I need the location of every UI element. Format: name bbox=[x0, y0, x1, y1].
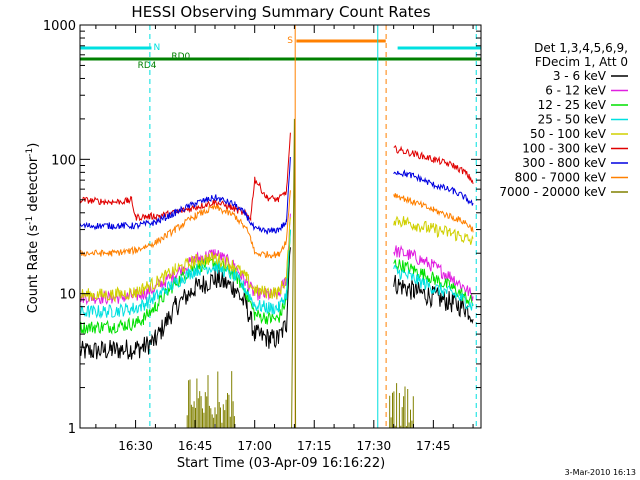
series-line-7000-20000-kev bbox=[186, 118, 414, 429]
x-tick-label: 17:00 bbox=[237, 439, 272, 453]
chart-title: HESSI Observing Summary Count Rates bbox=[131, 3, 430, 21]
legend-header-1: Det 1,3,4,5,6,9, bbox=[534, 41, 628, 55]
y-tick-label: 1 bbox=[68, 422, 76, 437]
y-axis-label: Count Rate (s-1 detector-1) bbox=[25, 143, 41, 314]
legend-label-100-300-kev: 100 - 300 keV bbox=[522, 142, 606, 156]
y-axis-ticks: 1 10 100 1000 bbox=[43, 19, 481, 437]
series-line-50-100-kev bbox=[79, 215, 474, 303]
y-tick-label: 10 bbox=[59, 288, 76, 303]
y-label-mid: detector bbox=[26, 156, 41, 216]
legend-label-50-100-kev: 50 - 100 keV bbox=[530, 127, 607, 141]
legend-label-800-7000-kev: 800 - 7000 keV bbox=[515, 171, 607, 185]
y-label-sup1: -1 bbox=[25, 216, 35, 225]
series-line-12-25-kev bbox=[79, 229, 474, 335]
series-line-800-7000-kev bbox=[79, 190, 474, 259]
x-tick-label: 17:30 bbox=[357, 439, 392, 453]
series-lines bbox=[79, 118, 474, 429]
legend-label-7000-20000-kev: 7000 - 20000 keV bbox=[499, 185, 606, 199]
legend-label-12-25-kev: 12 - 25 keV bbox=[538, 98, 607, 112]
legend-label-25-50-kev: 25 - 50 keV bbox=[538, 113, 607, 127]
x-tick-label: 16:30 bbox=[118, 439, 153, 453]
y-tick-label: 1000 bbox=[43, 19, 76, 34]
legend: Det 1,3,4,5,6,9, FDecim 1, Att 0 3 - 6 k… bbox=[499, 41, 628, 199]
y-label-sup2: -1 bbox=[25, 148, 35, 157]
state-bar-label-rd0: RD0 bbox=[171, 52, 190, 62]
x-axis-ticks: 16:30 16:45 17:00 17:15 17:30 17:45 bbox=[95, 25, 474, 453]
x-axis-label: Start Time (03-Apr-09 16:16:22) bbox=[177, 456, 385, 471]
series-line-300-800-kev bbox=[79, 156, 474, 235]
x-tick-label: 17:45 bbox=[416, 439, 451, 453]
state-bar-label-s: S bbox=[287, 36, 293, 46]
vertical-markers bbox=[149, 25, 477, 428]
series-line-25-50-kev bbox=[79, 229, 474, 319]
y-label-main: Count Rate (s bbox=[26, 225, 41, 314]
y-label-end: ) bbox=[26, 143, 41, 148]
legend-label-6-12-kev: 6 - 12 keV bbox=[545, 84, 607, 98]
state-bar-label-rd4: RD4 bbox=[138, 61, 157, 71]
series-line-3-6-kev bbox=[79, 247, 474, 360]
plot-frame bbox=[79, 24, 482, 429]
series-line-100-300-kev bbox=[79, 132, 474, 222]
legend-header-2: FDecim 1, Att 0 bbox=[535, 55, 628, 69]
state-bar-label-n: N bbox=[153, 43, 160, 53]
x-tick-label: 17:15 bbox=[297, 439, 332, 453]
timestamp: 3-Mar-2010 16:13 bbox=[565, 468, 636, 477]
y-tick-label: 100 bbox=[51, 153, 76, 168]
state-bars: N S RD0 RD4 bbox=[80, 36, 481, 71]
x-tick-label: 16:45 bbox=[178, 439, 213, 453]
legend-label-3-6-kev: 3 - 6 keV bbox=[553, 69, 607, 83]
legend-label-300-800-kev: 300 - 800 keV bbox=[522, 156, 606, 170]
